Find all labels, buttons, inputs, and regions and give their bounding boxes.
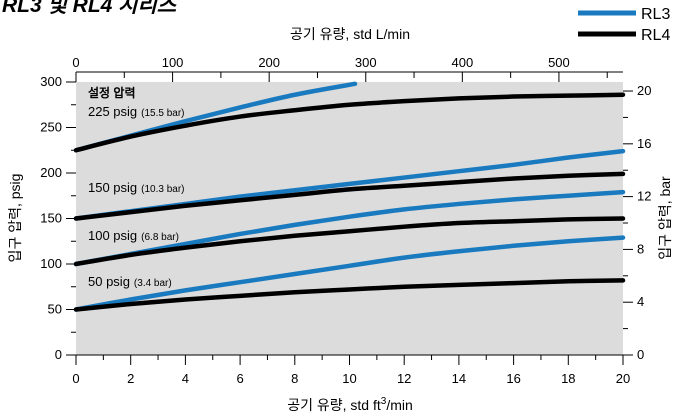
y-tick-label: 150 [40,211,62,226]
pressure-label-150: 150 psig (10.3 bar) [88,180,185,195]
y-axis-label: 입구 압력, psig [7,174,23,263]
x-tick-label: 8 [291,371,298,386]
x-tick-label: 20 [616,371,630,386]
top-axis-label: 공기 유량, std L/min [290,26,410,42]
y2-tick-label: 4 [637,294,644,309]
x-tick-label: 10 [342,371,356,386]
y2-tick-label: 12 [637,189,651,204]
x-tick-label: 6 [236,371,243,386]
y2-axis-label: 입구 압력, bar [657,176,673,260]
y-tick-label: 50 [48,302,62,317]
y2-tick-label: 8 [637,241,644,256]
chart-title: RL3 및 RL4 시리즈 [2,0,179,17]
pressure-label-100: 100 psig (6.8 bar) [88,228,179,243]
legend-label-rl3: RL3 [641,6,670,23]
legend-label-rl4: RL4 [641,27,670,44]
x-tick-label: 14 [452,371,466,386]
y-tick-label: 300 [40,74,62,89]
top-tick-label: 0 [72,55,79,70]
y-tick-label: 250 [40,120,62,135]
y-tick-label: 0 [55,347,62,362]
y2-tick-label: 20 [637,83,651,98]
s-rl4-100-line [73,216,626,267]
y2-tick-label: 16 [637,136,651,151]
setting-pressure-label: 설정 압력 [88,85,136,100]
top-tick-label: 100 [162,55,184,70]
x-tick-label: 12 [397,371,411,386]
x-tick-label: 16 [506,371,520,386]
s-rl3-100-line [73,189,626,267]
y-tick-label: 200 [40,165,62,180]
s-rl4-150-line [73,171,626,221]
top-tick-label: 400 [451,55,473,70]
top-tick-label: 500 [548,55,570,70]
x-tick-label: 2 [127,371,134,386]
legend: RL3 RL4 [578,6,670,44]
x-tick-label: 18 [561,371,575,386]
pressure-label-50: 50 psig (3.4 bar) [88,274,172,289]
pressure-label-225: 225 psig (15.5 bar) [88,104,185,119]
y-tick-label: 100 [40,256,62,271]
x-tick-label: 0 [72,371,79,386]
top-tick-label: 200 [258,55,280,70]
s-rl3-50-line [73,235,626,312]
s-rl4-50-line [73,278,626,312]
s-rl4-225-line [73,92,626,153]
x-tick-label: 4 [182,371,189,386]
top-tick-label: 300 [355,55,377,70]
y2-tick-label: 0 [637,347,644,362]
x-axis-label: 공기 유량, std ft3/min [287,396,413,413]
